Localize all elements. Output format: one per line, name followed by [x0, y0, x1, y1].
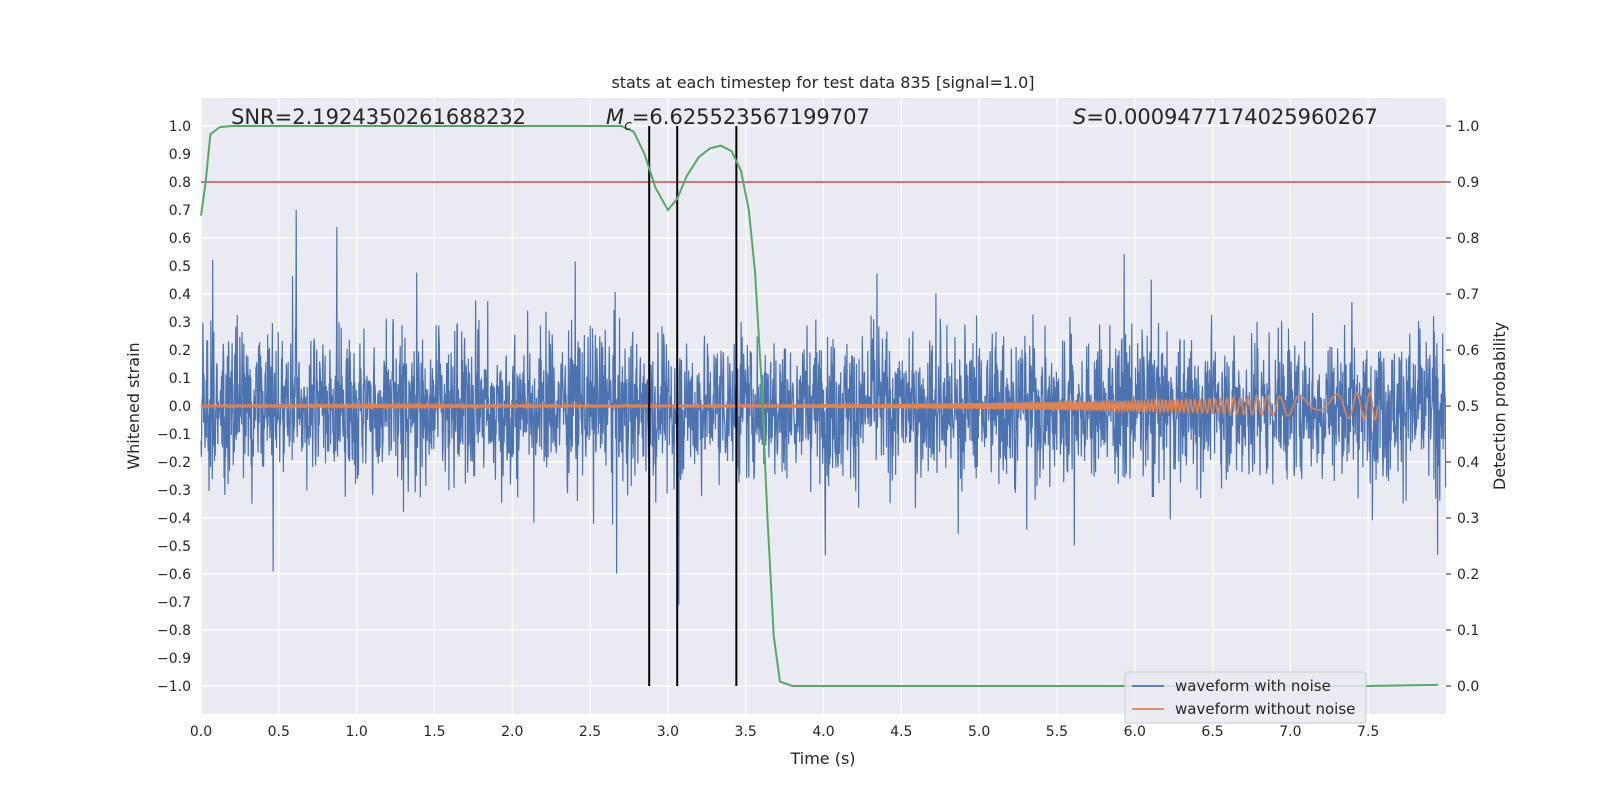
y-tick-label: −0.9 — [157, 651, 191, 667]
x-tick-label: 6.5 — [1201, 724, 1223, 740]
x-tick-label: 6.0 — [1124, 724, 1146, 740]
x-tick-label: 5.0 — [968, 724, 990, 740]
y-axis-label: Whitened strain — [124, 342, 143, 469]
y-tick-label: 0.5 — [169, 259, 191, 275]
chirp-mass-annotation: Mc=6.625523567199707 — [606, 105, 870, 134]
y-tick-label: −0.5 — [157, 539, 191, 555]
waveform-without-noise-series — [200, 391, 1379, 421]
x-tick-label: 0.0 — [190, 724, 212, 740]
y-tick-label: 0.9 — [169, 147, 191, 163]
x-tick-label: 3.5 — [735, 724, 757, 740]
y2-tick-label: 0.5 — [1457, 399, 1479, 415]
y-tick-label: 1.0 — [169, 119, 191, 135]
y2-tick-label: 0.8 — [1457, 231, 1479, 247]
y-tick-label: −1.0 — [157, 679, 191, 695]
x-tick-label: 4.0 — [812, 724, 834, 740]
y-tick-label: −0.8 — [157, 623, 191, 639]
y-tick-labels: 1.0 0.9 0.8 0.7 0.6 0.5 0.4 0.3 0.2 0.1 0.0 −0.1 −0.… — [157, 119, 191, 695]
y2-tick-labels: 1.0 0.9 0.8 0.7 0.6 0.5 0.4 0.3 0.2 0.1 0.0 — [1446, 119, 1479, 695]
x-tick-label: 3.0 — [657, 724, 679, 740]
y-tick-label: −0.3 — [157, 483, 191, 499]
marker-lines — [648, 126, 738, 686]
y-tick-label: −0.7 — [157, 595, 191, 611]
x-axis-label: Time (s) — [789, 749, 855, 768]
y2-tick-label: 0.4 — [1457, 455, 1479, 471]
y2-tick-label: 0.6 — [1457, 343, 1479, 359]
y2-axis-label: Detection probability — [1490, 322, 1509, 490]
y2-tick-label: 0.1 — [1457, 623, 1479, 639]
s-annotation: S=0.0009477174025960267 — [1073, 105, 1378, 129]
y-tick-label: 0.8 — [169, 175, 191, 191]
y-tick-label: −0.4 — [157, 511, 191, 527]
y2-tick-label: 0.7 — [1457, 287, 1479, 303]
y-tick-label: 0.4 — [169, 287, 191, 303]
y2-tick-label: 0.2 — [1457, 567, 1479, 583]
snr-annotation: SNR=2.1924350261688232 — [231, 105, 526, 129]
y-tick-label: 0.7 — [169, 203, 191, 219]
x-tick-label: 2.0 — [501, 724, 523, 740]
y-tick-label: −0.6 — [157, 567, 191, 583]
chirp-mass-symbol: M — [606, 105, 624, 129]
y-tick-label: 0.2 — [169, 343, 191, 359]
y-tick-label: −0.1 — [157, 427, 191, 443]
s-value: =0.0009477174025960267 — [1086, 105, 1378, 129]
noisy-waveform-path — [200, 209, 1447, 605]
legend-box — [1124, 671, 1367, 724]
clean-waveform-path — [200, 391, 1379, 421]
detection-probability-line — [200, 125, 1439, 687]
x-tick-label: 4.5 — [890, 724, 912, 740]
y2-tick-label: 0.0 — [1457, 679, 1479, 695]
y-tick-label: 0.3 — [169, 315, 191, 331]
chart-title: stats at each timestep for test data 835… — [611, 73, 1034, 92]
x-tick-label: 0.5 — [268, 724, 290, 740]
legend-label-clean: waveform without noise — [1175, 700, 1355, 718]
x-tick-label: 1.5 — [423, 724, 445, 740]
legend: waveform with noise waveform without noi… — [1124, 671, 1367, 724]
x-tick-label: 1.0 — [345, 724, 367, 740]
y2-tick-label: 0.3 — [1457, 511, 1479, 527]
y2-tick-label: 1.0 — [1457, 119, 1479, 135]
y-tick-label: −0.2 — [157, 455, 191, 471]
chirp-mass-subscript: c — [624, 118, 632, 134]
waveform-with-noise-series — [200, 209, 1447, 605]
y-tick-label: 0.1 — [169, 371, 191, 387]
s-symbol: S — [1073, 105, 1086, 129]
y-tick-label: 0.0 — [169, 399, 191, 415]
x-tick-labels: 0.0 0.5 1.0 1.5 2.0 2.5 3.0 3.5 4.0 4.5 5.0 5.5 6.0 6… — [190, 724, 1379, 740]
x-tick-label: 7.0 — [1279, 724, 1301, 740]
y2-tick-label: 0.9 — [1457, 175, 1479, 191]
y-tick-label: 0.6 — [169, 231, 191, 247]
x-tick-label: 5.5 — [1046, 724, 1068, 740]
x-tick-label: 7.5 — [1357, 724, 1379, 740]
legend-label-noisy: waveform with noise — [1175, 677, 1331, 695]
chirp-mass-value: =6.625523567199707 — [632, 105, 870, 129]
x-tick-label: 2.5 — [579, 724, 601, 740]
